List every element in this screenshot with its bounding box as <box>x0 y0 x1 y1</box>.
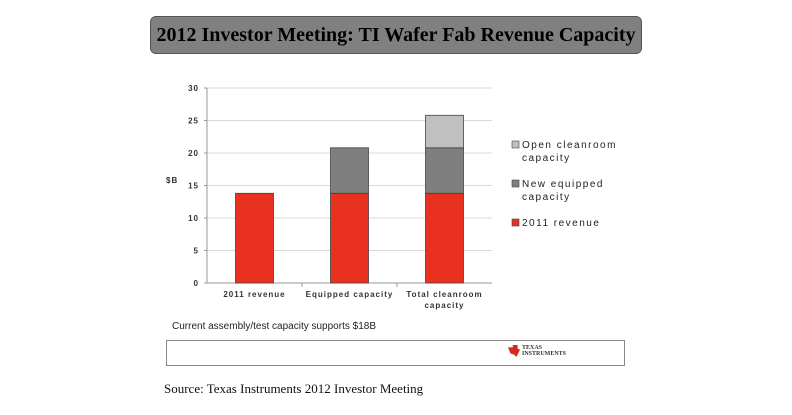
y-tick-label: 5 <box>194 247 199 256</box>
page-title: 2012 Investor Meeting: TI Wafer Fab Reve… <box>156 23 636 46</box>
bar-segment <box>330 192 369 284</box>
bar-segment <box>330 147 369 194</box>
x-tick-label: Equipped capacity <box>306 290 394 299</box>
x-tick-label: 2011 revenue <box>223 290 285 299</box>
bar-segment <box>425 114 464 149</box>
legend-swatch <box>511 179 520 188</box>
ti-logo: TEXAS INSTRUMENTS <box>508 345 566 357</box>
y-tick-label: 0 <box>194 279 199 288</box>
y-tick-label: 25 <box>188 117 199 126</box>
title-banner: 2012 Investor Meeting: TI Wafer Fab Reve… <box>150 16 642 54</box>
y-tick-label: 20 <box>188 149 199 158</box>
legend-swatch <box>511 218 520 227</box>
y-tick-label: 15 <box>188 182 199 191</box>
legend-label: Open cleanroom <box>522 140 617 151</box>
legend-label: capacity <box>522 153 571 164</box>
x-tick-label: capacity <box>424 301 464 310</box>
bar-segment <box>425 192 464 284</box>
y-axis-label: $B <box>166 176 178 185</box>
legend-swatch <box>511 140 520 149</box>
x-tick-label: Total cleanroom <box>406 290 482 299</box>
y-tick-label: 30 <box>188 84 199 93</box>
bar-segment <box>235 192 274 284</box>
texas-state-icon <box>508 345 520 357</box>
capacity-note: Current assembly/test capacity supports … <box>172 321 376 332</box>
legend-label: 2011 revenue <box>522 218 600 229</box>
y-tick-label: 10 <box>188 214 199 223</box>
legend-label: New equipped <box>522 179 604 190</box>
slide-footer: TEXAS INSTRUMENTS <box>166 340 625 366</box>
bar-segment <box>425 147 464 194</box>
source-caption: Source: Texas Instruments 2012 Investor … <box>164 381 424 396</box>
legend-label: capacity <box>522 192 571 203</box>
